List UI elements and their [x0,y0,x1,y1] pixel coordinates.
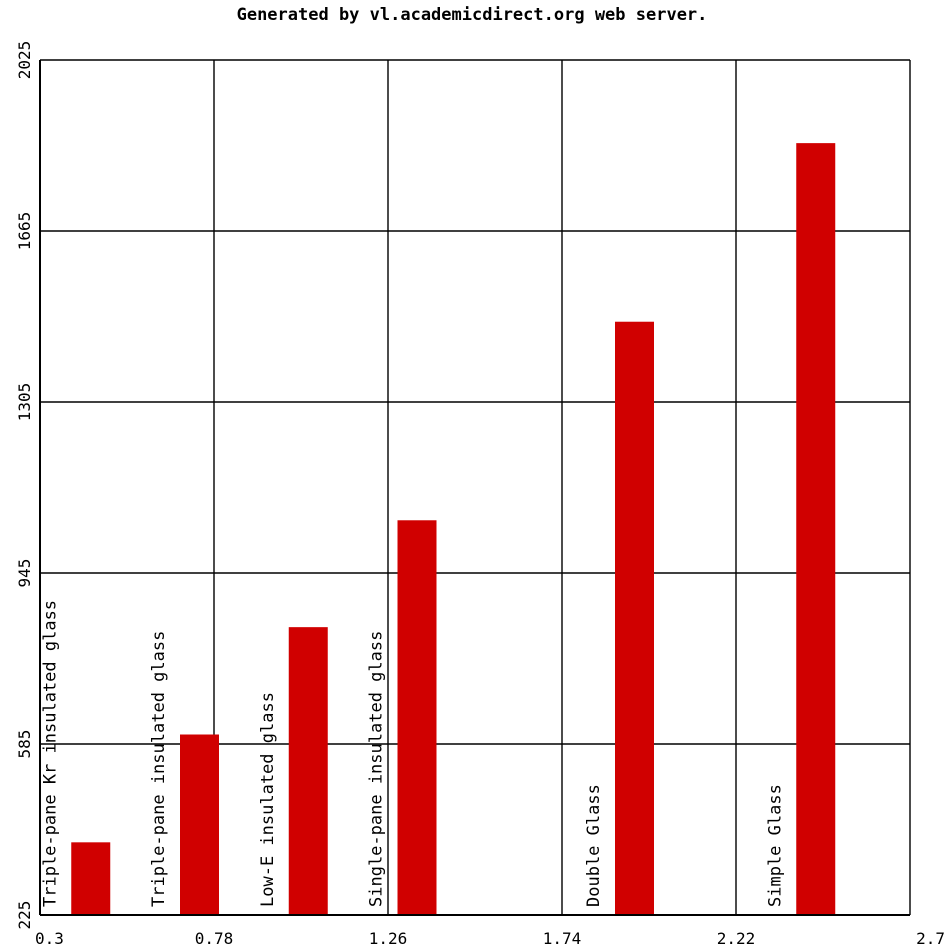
bar [288,627,328,915]
y-tick-label: 585 [15,730,34,759]
x-tick-label: 2.7 [916,929,945,948]
bar [71,842,111,915]
bar [796,143,836,915]
x-tick-label: 1.74 [543,929,582,948]
bar-category-label: Simple Glass [765,784,785,907]
axes [39,60,910,916]
y-tick-label: 1305 [15,383,34,422]
y-tick-label: 945 [15,559,34,588]
bar-category-label: Low-E insulated glass [258,692,278,907]
grid-lines [39,59,911,916]
y-tick-label: 2025 [15,41,34,80]
y-tick-label: 225 [15,901,34,930]
category-labels: Triple-pane Kr insulated glass Triple-pan… [40,600,785,907]
bars [71,143,836,916]
bar-category-label: Triple-pane insulated glass [149,631,169,907]
chart-title: Generated by vl.academicdirect.org web s… [237,5,708,25]
x-tick-label: 0.78 [195,929,234,948]
y-tick-label: 1665 [15,212,34,251]
x-tick-label: 2.22 [717,929,756,948]
bar [180,734,219,915]
bar-category-label: Double Glass [584,784,604,907]
bar [397,520,437,915]
tick-labels: 0.3 0.78 1.26 1.74 2.22 2.7 225 585 945 1305 1665 2… [15,41,945,948]
x-tick-label: 0.3 [35,929,64,948]
bar-category-label: Triple-pane Kr insulated glass [40,600,60,907]
bar-category-label: Single-pane insulated glass [367,631,387,907]
x-tick-label: 1.26 [369,929,408,948]
bar [615,321,654,916]
